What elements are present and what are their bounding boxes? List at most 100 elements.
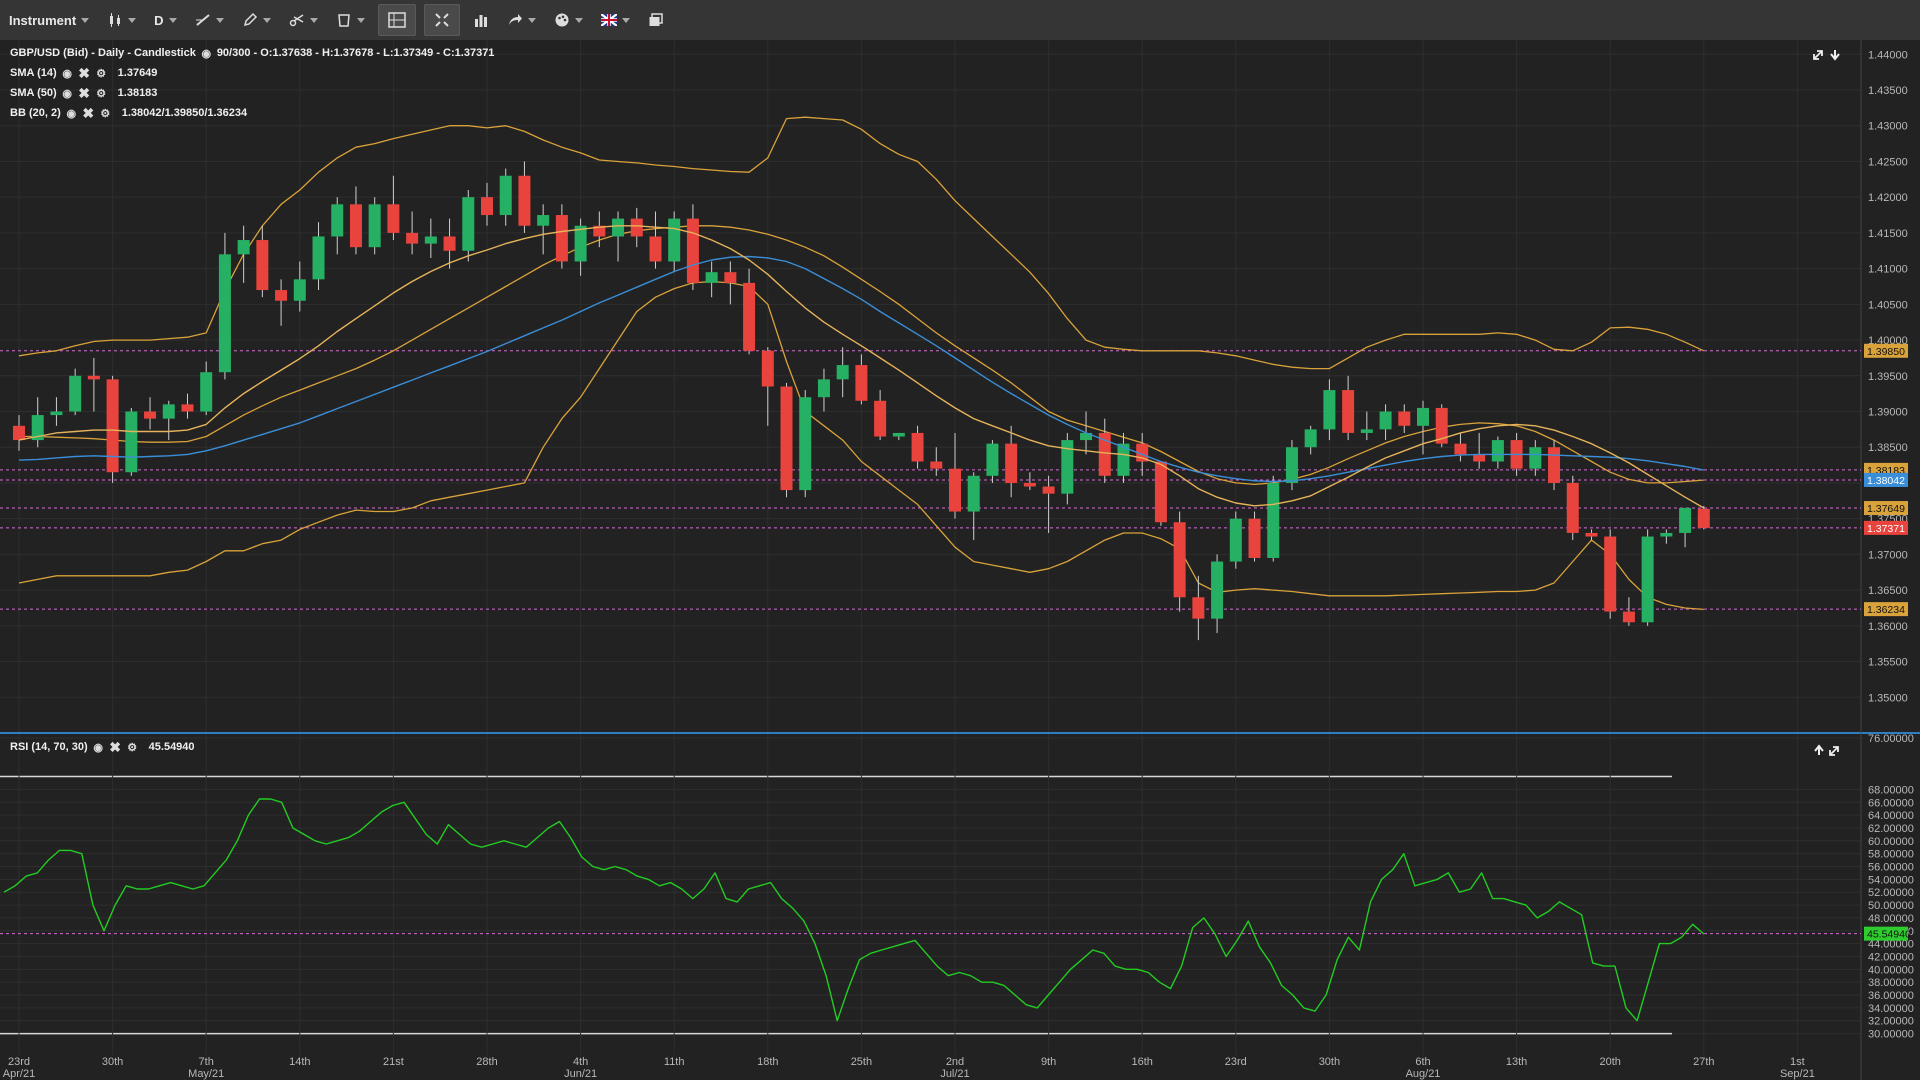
time-tick-label: 14th [289, 1056, 310, 1068]
time-month-label: Apr/21 [3, 1068, 35, 1080]
chevron-down-icon [527, 17, 536, 23]
chevron-down-icon [309, 17, 318, 23]
theme-dropdown[interactable] [545, 0, 592, 40]
palette-icon [555, 13, 569, 27]
arrow-down-icon[interactable] [1830, 50, 1840, 61]
candle-body [724, 272, 737, 283]
close-icon[interactable]: ✖ [109, 738, 122, 755]
time-tick-label: 21st [383, 1056, 404, 1068]
gear-icon[interactable]: ⚙ [96, 87, 107, 100]
rsi-tick-label: 34.00000 [1868, 1003, 1914, 1015]
scissors-icon [289, 14, 303, 27]
price-marker-label: 1.39850 [1867, 346, 1905, 358]
candle-body [349, 204, 362, 248]
arrow-up-icon[interactable] [1814, 744, 1824, 755]
eye-icon[interactable]: ◉ [62, 87, 72, 100]
candle-body [275, 290, 288, 301]
rsi-tick-label: 40.00000 [1868, 964, 1914, 976]
candle-body [312, 236, 325, 280]
candle-body [1098, 432, 1111, 476]
indicators-button[interactable] [464, 0, 498, 40]
candle-body [705, 272, 718, 283]
candle-body [986, 443, 999, 476]
candle-body [462, 197, 475, 251]
chevron-down-icon [215, 17, 224, 23]
legend-sma50-value: 1.38183 [117, 87, 158, 99]
trash-icon [337, 14, 350, 27]
instrument-label: Instrument [9, 12, 77, 28]
rsi-tick-label: 32.00000 [1868, 1016, 1914, 1028]
legend-bb-value: 1.38042/1.39850/1.36234 [121, 107, 248, 119]
rsi-marker-tag [1864, 926, 1908, 941]
time-tick-label: 27th [1693, 1056, 1714, 1068]
candle-body [69, 375, 82, 412]
instrument-dropdown[interactable]: Instrument [0, 0, 98, 40]
rsi-series [3, 798, 1705, 1022]
close-icon[interactable]: ✖ [78, 84, 91, 101]
chart-area[interactable]: 1.44000 1.43500 1.43000 1.42500 1.42000 1.415… [0, 40, 1920, 1080]
legend-rsi-label: RSI (14, 70, 30) [10, 741, 88, 753]
time-tick-label: 11th [664, 1056, 685, 1068]
rsi-tick-label: 56.00000 [1868, 862, 1914, 874]
price-tick-label: 1.38500 [1868, 442, 1908, 454]
candle-body [1679, 507, 1692, 533]
chart-type-dropdown[interactable] [98, 0, 145, 40]
candle-body [911, 432, 924, 462]
eye-icon[interactable]: ◉ [66, 107, 77, 120]
timeframe-dropdown[interactable]: D [145, 0, 185, 40]
share-dropdown[interactable] [498, 0, 545, 40]
candle-body [892, 432, 905, 437]
legend-sma50: SMA (50) ◉ ✖ ⚙ 1.38183 [10, 84, 158, 101]
chevron-down-icon [574, 17, 583, 23]
candle-body [1154, 461, 1167, 523]
main-pane-controls[interactable] [1813, 50, 1840, 61]
time-tick-label: 30th [1319, 1056, 1340, 1068]
rsi-tick-label: 48.00000 [1868, 913, 1914, 925]
legend-sma14: SMA (14) ◉ ✖ ⚙ 1.37649 [10, 64, 157, 81]
bar-chart-icon [474, 15, 487, 27]
eye-icon[interactable]: ◉ [201, 47, 212, 60]
price-marker-tag [1864, 343, 1908, 358]
price-tick-label: 1.39500 [1868, 371, 1908, 383]
rsi-tick-label: 42.00000 [1868, 951, 1914, 963]
layout-button[interactable] [377, 4, 416, 36]
expand-icon[interactable] [1813, 50, 1823, 60]
rsi-marker-label: 45.54940 [1867, 929, 1911, 941]
gear-icon[interactable]: ⚙ [127, 741, 138, 754]
candle-body [1117, 443, 1130, 476]
chevron-down-icon [168, 17, 177, 23]
candle-body [368, 204, 381, 248]
candle-body [967, 475, 980, 512]
close-icon[interactable]: ✖ [82, 104, 95, 121]
candlesticks[interactable] [13, 161, 1710, 641]
candle-body [125, 411, 138, 473]
gear-icon[interactable]: ⚙ [100, 107, 111, 120]
scissors-tool-dropdown[interactable] [280, 0, 327, 40]
rsi-tick-label: 76.00000 [1868, 733, 1914, 745]
chevron-down-icon [621, 17, 630, 23]
popout-button[interactable] [639, 0, 673, 40]
fit-button[interactable] [423, 4, 460, 36]
gear-icon[interactable]: ⚙ [96, 67, 107, 80]
candle-body [612, 218, 625, 237]
line-tool-dropdown[interactable] [186, 0, 233, 40]
line-tool-icon [195, 14, 210, 26]
share-icon [508, 14, 522, 25]
price-tick-label: 1.43000 [1868, 121, 1908, 133]
rsi-tick-label: 54.00000 [1868, 874, 1914, 886]
eye-icon[interactable]: ◉ [93, 741, 103, 754]
rsi-pane-controls[interactable] [1814, 744, 1839, 756]
delete-dropdown[interactable] [327, 0, 374, 40]
candle-body [1585, 532, 1598, 537]
bollinger-upper-line [18, 116, 1705, 370]
time-tick-label: 9th [1041, 1056, 1056, 1068]
language-dropdown[interactable] [592, 0, 639, 40]
eye-icon[interactable]: ◉ [62, 67, 72, 80]
candle-body [499, 175, 512, 216]
price-axis[interactable]: 1.44000 1.43500 1.43000 1.42500 1.42000 1.415… [1868, 49, 1908, 704]
close-icon[interactable]: ✖ [78, 64, 91, 81]
expand-icon[interactable] [1829, 746, 1839, 756]
pencil-tool-dropdown[interactable] [233, 0, 280, 40]
price-marker-lines [0, 350, 1861, 935]
